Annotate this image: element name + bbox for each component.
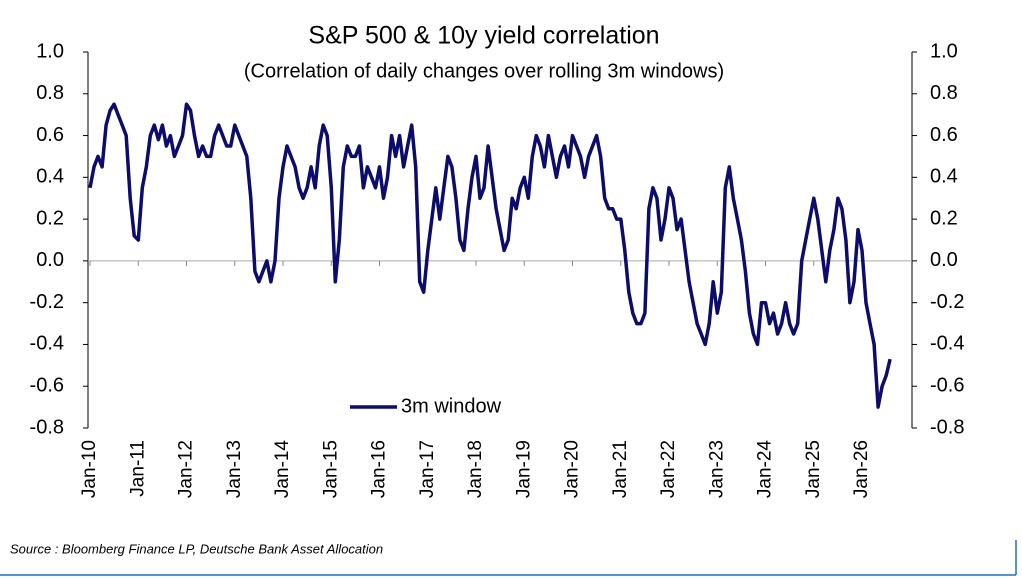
y2-tick-label: -0.2 bbox=[930, 291, 964, 313]
y-tick-label: -0.8 bbox=[30, 416, 64, 438]
y2-tick-label: 0.2 bbox=[930, 207, 958, 229]
y2-tick-label: 1.0 bbox=[930, 40, 958, 62]
x-tick-label: Jan-18 bbox=[465, 440, 486, 498]
legend-label: 3m window bbox=[401, 395, 502, 417]
x-tick-label: Jan-17 bbox=[417, 440, 438, 498]
x-tick-label: Jan-15 bbox=[320, 440, 341, 498]
y-tick-label: 1.0 bbox=[36, 40, 64, 62]
x-tick-label: Jan-22 bbox=[658, 440, 679, 498]
chart-title: S&P 500 & 10y yield correlation bbox=[308, 22, 659, 50]
x-tick-label: Jan-25 bbox=[803, 440, 824, 498]
y2-tick-label: -0.8 bbox=[930, 416, 964, 438]
y-tick-label: 0.0 bbox=[36, 249, 64, 271]
y2-tick-label: 0.0 bbox=[930, 249, 958, 271]
x-tick-label: Jan-12 bbox=[176, 440, 197, 498]
y-tick-label: 0.6 bbox=[36, 124, 64, 146]
series-line bbox=[88, 102, 892, 409]
y2-tick-label: 0.8 bbox=[930, 82, 958, 104]
y2-tick-label: 0.6 bbox=[930, 124, 958, 146]
source-note: Source : Bloomberg Finance LP, Deutsche … bbox=[10, 541, 383, 556]
x-tick-label: Jan-14 bbox=[272, 440, 293, 499]
y-tick-label: -0.2 bbox=[30, 291, 64, 313]
x-tick-label: Jan-13 bbox=[224, 440, 245, 498]
y-tick-label: -0.4 bbox=[30, 333, 64, 355]
x-tick-label: Jan-11 bbox=[127, 440, 148, 497]
x-tick-label: Jan-26 bbox=[851, 440, 872, 498]
x-tick-label: Jan-23 bbox=[706, 440, 727, 498]
x-tick-label: Jan-24 bbox=[755, 440, 776, 499]
x-tick-label: Jan-21 bbox=[610, 440, 631, 498]
y2-tick-label: -0.6 bbox=[930, 375, 964, 397]
x-tick-label: Jan-16 bbox=[369, 440, 390, 498]
y-tick-label: 0.4 bbox=[36, 166, 64, 188]
y-tick-label: 0.2 bbox=[36, 207, 64, 229]
y2-tick-label: -0.4 bbox=[930, 333, 964, 355]
x-tick-label: Jan-10 bbox=[79, 440, 100, 498]
x-tick-label: Jan-19 bbox=[513, 440, 534, 498]
chart-subtitle: (Correlation of daily changes over rolli… bbox=[244, 60, 724, 82]
y-tick-label: 0.8 bbox=[36, 82, 64, 104]
y-tick-label: -0.6 bbox=[30, 375, 64, 397]
y2-tick-label: 0.4 bbox=[930, 166, 958, 188]
x-tick-label: Jan-20 bbox=[562, 440, 583, 498]
